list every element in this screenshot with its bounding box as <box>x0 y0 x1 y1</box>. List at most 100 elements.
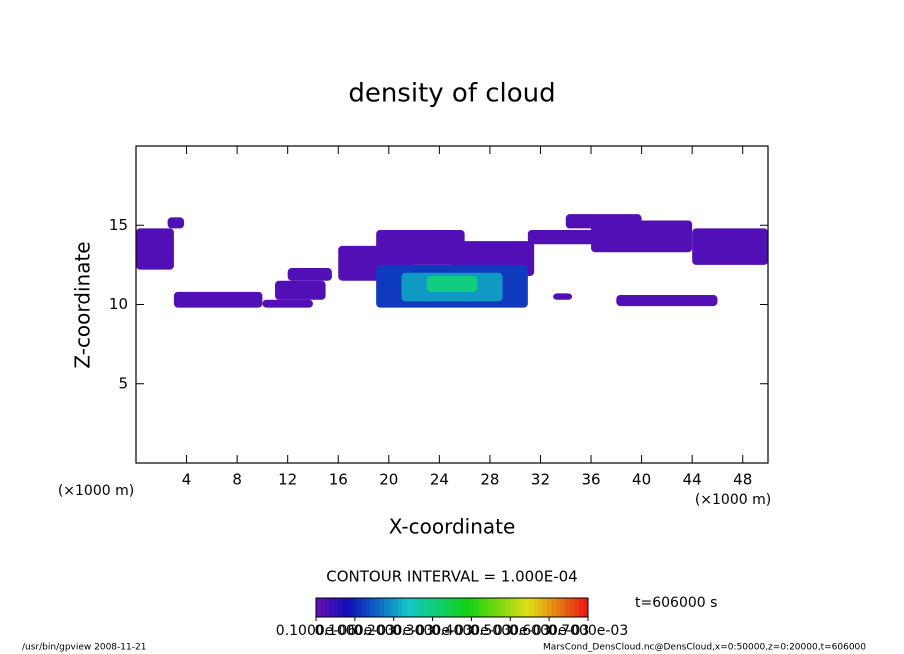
colorbar-cell <box>465 598 471 617</box>
x-tick-label: 4 <box>182 471 192 489</box>
colorbar-label: 0.2000e-03 <box>353 623 433 639</box>
colorbar-label: 0.1000e-03 <box>315 623 395 639</box>
density-patch <box>565 214 642 229</box>
x-tick-label: 12 <box>278 471 297 489</box>
colorbar-cell <box>411 598 417 617</box>
colorbar-cell <box>501 598 507 617</box>
colorbar-cell <box>388 598 394 617</box>
colorbar-frame <box>315 597 589 618</box>
x-axis-label: X-coordinate <box>389 515 516 539</box>
colorbar-cell <box>447 598 453 617</box>
density-patch <box>376 230 465 265</box>
colorbar-cell <box>574 598 580 617</box>
x-tick-label: 20 <box>379 471 398 489</box>
colorbar-label: 0.4000e-03 <box>431 623 511 639</box>
colorbar-cell <box>384 598 390 617</box>
colorbar-cell <box>474 598 480 617</box>
colorbar-cell <box>352 598 358 617</box>
colorbar-cell <box>356 598 362 617</box>
colorbar-cell <box>343 598 349 617</box>
density-patch <box>262 299 313 308</box>
colorbar-cell <box>461 598 467 617</box>
colorbar-cell <box>420 598 426 617</box>
y-unit: (×1000 m) <box>695 492 771 508</box>
colorbar-label: 0.5000e-03 <box>470 623 550 639</box>
colorbar-cell <box>551 598 557 617</box>
colorbar-label: 0.1000e-06 <box>276 623 357 639</box>
colorbar-cell <box>347 598 353 617</box>
colorbar-cell <box>361 598 367 617</box>
colorbar-cell <box>320 598 326 617</box>
contour-interval: CONTOUR INTERVAL = 1.000E-04 <box>326 568 577 586</box>
density-patch <box>136 228 174 270</box>
footer-right: MarsCond_DensCloud.nc@DensCloud,x=0:5000… <box>543 643 866 653</box>
colorbar-cell <box>374 598 380 617</box>
colorbar-cell <box>510 598 516 617</box>
colorbar-cell <box>393 598 399 617</box>
x-tick-label: 16 <box>329 471 348 489</box>
y-tick-label: 5 <box>118 374 128 392</box>
chart-title: density of cloud <box>348 79 555 109</box>
colorbar-cell <box>515 598 521 617</box>
colorbar-label: 0.7000e-03 <box>548 623 628 639</box>
colorbar-cell <box>456 598 462 617</box>
colorbar-cell <box>483 598 489 617</box>
colorbar-cell <box>506 598 512 617</box>
y-tick-label: 15 <box>109 216 128 234</box>
colorbar-cell <box>370 598 376 617</box>
colorbar-cell <box>524 598 530 617</box>
density-patch <box>553 293 573 300</box>
density-patch <box>167 217 185 229</box>
footer-left: /usr/bin/gpview 2008-11-21 <box>22 643 146 653</box>
colorbar-cell <box>316 598 322 617</box>
x-tick-label: 48 <box>733 471 752 489</box>
density-patch <box>426 275 478 292</box>
colorbar-cell <box>429 598 435 617</box>
x-tick-label: 8 <box>232 471 242 489</box>
y-tick-label: 10 <box>109 295 128 313</box>
colorbar-cell <box>365 598 371 617</box>
colorbar-cell <box>334 598 340 617</box>
colorbar-cell <box>470 598 476 617</box>
colorbar-cell <box>402 598 408 617</box>
colorbar-cell <box>497 598 503 617</box>
density-patch <box>616 294 718 307</box>
x-tick-label: 24 <box>430 471 449 489</box>
x-tick-label: 32 <box>531 471 550 489</box>
colorbar-cell <box>565 598 571 617</box>
colorbar-cell <box>406 598 412 617</box>
colorbar-cell <box>583 598 589 617</box>
colorbar-cell <box>415 598 421 617</box>
time-label: t=606000 s <box>635 595 717 611</box>
y-axis-label: Z-coordinate <box>71 241 95 368</box>
colorbar-cell <box>397 598 403 617</box>
density-patch <box>173 291 263 308</box>
colorbar-cell <box>529 598 535 617</box>
colorbar-cell <box>379 598 385 617</box>
colorbar-label: 0.3000e-03 <box>392 623 472 639</box>
colorbar-cell <box>533 598 539 617</box>
x-tick-label: 36 <box>581 471 600 489</box>
x-tick-label: 28 <box>480 471 499 489</box>
x-unit: (×1000 m) <box>58 483 134 499</box>
colorbar-cell <box>338 598 344 617</box>
colorbar-cell <box>438 598 444 617</box>
colorbar-cell <box>569 598 575 617</box>
colorbar-cell <box>479 598 485 617</box>
colorbar-cell <box>492 598 498 617</box>
colorbar-label: 0.6000e-03 <box>509 623 589 639</box>
x-tick-label: 44 <box>683 471 702 489</box>
colorbar-cell <box>520 598 526 617</box>
x-tick-label: 40 <box>632 471 651 489</box>
density-patch <box>275 280 326 300</box>
density-patch <box>287 268 332 281</box>
colorbar-cell <box>560 598 566 617</box>
colorbar-cell <box>547 598 553 617</box>
colorbar-cell <box>325 598 331 617</box>
colorbar-cell <box>488 598 494 617</box>
colorbar-cell <box>578 598 584 617</box>
colorbar-cell <box>424 598 430 617</box>
colorbar-cell <box>452 598 458 617</box>
density-patch <box>692 228 768 265</box>
